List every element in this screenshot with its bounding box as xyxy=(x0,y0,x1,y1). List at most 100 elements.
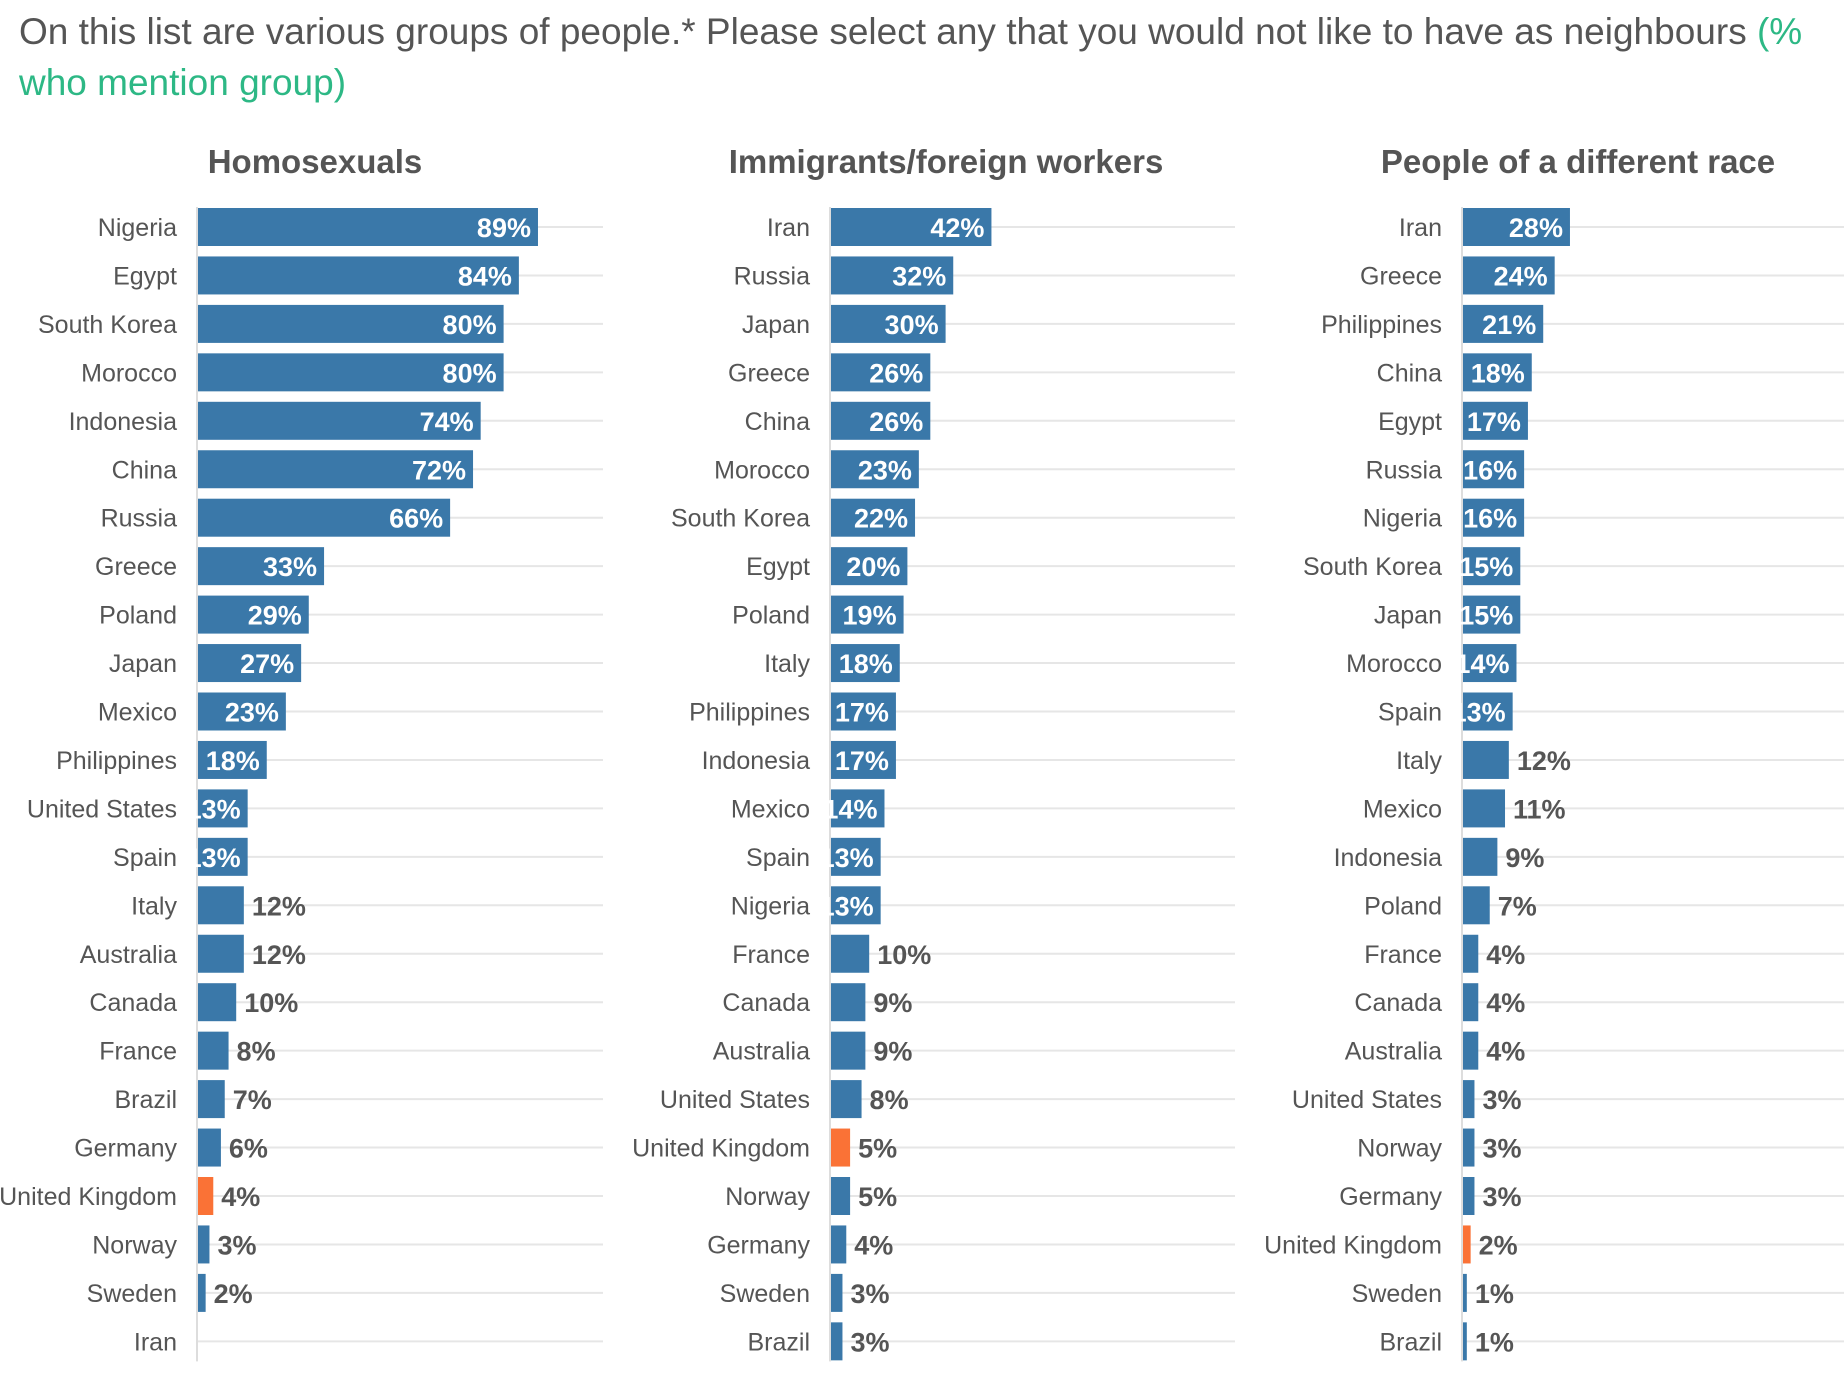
bar xyxy=(198,547,325,586)
category-label: China xyxy=(112,456,177,484)
category-label: Russia xyxy=(101,505,178,533)
category-label: Philippines xyxy=(56,747,177,775)
bar xyxy=(198,1225,210,1264)
bar xyxy=(831,450,919,489)
value-label: 17% xyxy=(835,698,889,728)
bar xyxy=(1463,1128,1475,1167)
bar xyxy=(1463,498,1525,537)
value-label: 22% xyxy=(854,504,908,534)
bar xyxy=(1463,1322,1467,1361)
value-label: 10% xyxy=(877,940,931,970)
category-label: Nigeria xyxy=(1363,505,1442,533)
value-label: 20% xyxy=(846,552,900,582)
bar xyxy=(1463,886,1490,925)
value-label: 18% xyxy=(206,746,260,776)
category-label: Germany xyxy=(707,1231,810,1259)
value-label: 19% xyxy=(843,601,897,631)
bar xyxy=(831,837,881,876)
bar xyxy=(831,1225,847,1264)
bar xyxy=(198,789,248,828)
bar xyxy=(1463,256,1555,295)
bar xyxy=(1463,304,1544,343)
category-label: South Korea xyxy=(38,311,177,339)
category-label: Philippines xyxy=(1321,311,1442,339)
category-label: Mexico xyxy=(98,699,177,727)
value-label: 15% xyxy=(1459,552,1513,582)
category-label: United Kingdom xyxy=(1264,1231,1442,1259)
value-label: 9% xyxy=(1505,843,1544,873)
category-label: Brazil xyxy=(747,1328,810,1356)
bar xyxy=(198,1128,221,1167)
bar xyxy=(1463,692,1513,731)
value-label: 18% xyxy=(839,649,893,679)
value-label: 4% xyxy=(1486,988,1525,1018)
bar xyxy=(831,304,946,343)
category-label: Australia xyxy=(713,1038,810,1066)
value-label: 21% xyxy=(1482,310,1536,340)
value-label: 89% xyxy=(477,213,531,243)
value-label: 14% xyxy=(1455,649,1509,679)
category-label: Norway xyxy=(92,1231,177,1259)
bar xyxy=(1463,837,1498,876)
category-label: Mexico xyxy=(731,795,810,823)
category-label: Japan xyxy=(742,311,810,339)
category-label: South Korea xyxy=(1303,553,1442,581)
value-label: 30% xyxy=(885,310,939,340)
category-label: Mexico xyxy=(1363,795,1442,823)
value-label: 4% xyxy=(1486,940,1525,970)
panel-title: People of a different race xyxy=(1381,143,1775,180)
category-label: United Kingdom xyxy=(632,1135,810,1163)
bar xyxy=(831,692,896,731)
bar xyxy=(198,353,504,392)
bar xyxy=(198,256,519,295)
chart-title-main: On this list are various groups of peopl… xyxy=(19,11,1747,52)
category-label: South Korea xyxy=(671,505,810,533)
value-label: 74% xyxy=(420,407,474,437)
bar xyxy=(1463,1080,1475,1119)
category-label: Greece xyxy=(95,553,177,581)
value-label: 15% xyxy=(1459,601,1513,631)
value-label: 1% xyxy=(1475,1327,1514,1357)
category-label: Morocco xyxy=(81,359,177,387)
bar xyxy=(831,983,866,1022)
category-label: France xyxy=(732,941,810,969)
value-label: 13% xyxy=(820,843,874,873)
category-label: Indonesia xyxy=(1334,844,1443,872)
value-label: 3% xyxy=(850,1279,889,1309)
value-label: 6% xyxy=(229,1134,268,1164)
panel-title: Immigrants/foreign workers xyxy=(729,143,1164,180)
value-label: 7% xyxy=(1498,891,1537,921)
value-label: 24% xyxy=(1494,261,1548,291)
bar xyxy=(831,740,896,779)
value-label: 23% xyxy=(225,698,279,728)
value-label: 4% xyxy=(1486,1037,1525,1067)
value-label: 13% xyxy=(187,843,241,873)
value-label: 3% xyxy=(850,1327,889,1357)
category-label: Spain xyxy=(113,844,177,872)
bar xyxy=(198,740,267,779)
value-label: 10% xyxy=(244,988,298,1018)
category-label: Spain xyxy=(1378,699,1442,727)
value-label: 3% xyxy=(1482,1182,1521,1212)
value-label: 13% xyxy=(820,891,874,921)
value-label: 27% xyxy=(240,649,294,679)
category-label: Sweden xyxy=(1352,1280,1442,1308)
value-label: 4% xyxy=(221,1182,260,1212)
bar xyxy=(198,498,451,537)
category-label: United Kingdom xyxy=(0,1183,177,1211)
value-label: 84% xyxy=(458,261,512,291)
value-label: 17% xyxy=(835,746,889,776)
bar xyxy=(831,1031,866,1070)
bar xyxy=(1463,353,1532,392)
category-label: Italy xyxy=(131,892,177,920)
value-label: 66% xyxy=(389,504,443,534)
value-label: 3% xyxy=(1482,1085,1521,1115)
category-label: Australia xyxy=(80,941,177,969)
category-label: Japan xyxy=(109,650,177,678)
category-label: Australia xyxy=(1345,1038,1442,1066)
bar xyxy=(198,1177,214,1215)
category-label: Norway xyxy=(725,1183,810,1211)
category-label: Nigeria xyxy=(731,892,810,920)
bar xyxy=(1463,983,1479,1022)
